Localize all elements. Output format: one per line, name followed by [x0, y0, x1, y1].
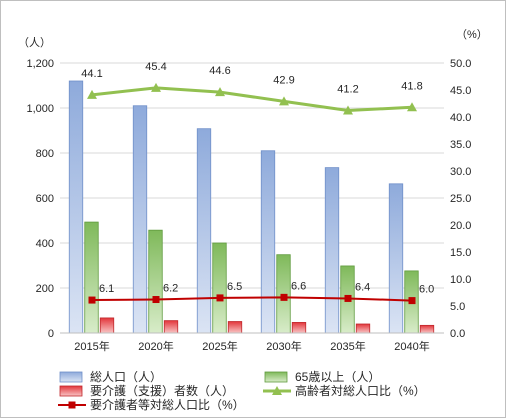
- right-tick-label: 5.0: [450, 301, 465, 313]
- legend-swatch: [59, 385, 83, 397]
- legend-marker: [68, 401, 76, 409]
- point-marker: [407, 102, 417, 112]
- point-marker: [88, 296, 96, 304]
- right-tick-label: 25.0: [450, 193, 471, 205]
- x-tick-label: 2020年: [138, 339, 173, 353]
- legend-swatch: [59, 371, 83, 383]
- point-marker: [280, 293, 288, 301]
- bar: [163, 320, 179, 334]
- right-tick-label: 50.0: [450, 58, 471, 70]
- data-label: 45.4: [145, 61, 166, 73]
- data-label: 6.5: [227, 281, 242, 293]
- bar: [276, 254, 291, 334]
- series-line: [91, 296, 413, 302]
- left-axis-unit: （人）: [18, 36, 51, 49]
- right-tick-label: 10.0: [450, 274, 471, 286]
- right-tick-label: 20.0: [450, 220, 471, 232]
- series-line: [91, 86, 413, 113]
- point-marker: [152, 296, 160, 304]
- gridlines: [60, 62, 444, 289]
- right-tick-label: 45.0: [450, 85, 471, 97]
- point-marker: [408, 297, 416, 305]
- data-label: 6.6: [291, 280, 306, 292]
- bar: [68, 80, 84, 334]
- legend: 総人口（人） 65歳以上（人） 要介護（支援）者数（人） 高齢者対総人口比（%） 要介護…: [58, 370, 426, 412]
- bar: [227, 321, 243, 334]
- point-marker: [151, 82, 161, 92]
- bar: [99, 317, 115, 334]
- legend-label: 要介護（支援）者数（人）: [90, 383, 234, 398]
- lines: [87, 82, 417, 305]
- data-label: 42.9: [273, 74, 294, 86]
- point-marker: [216, 294, 224, 302]
- bar: [291, 322, 307, 334]
- bar: [388, 183, 404, 334]
- data-label: 6.1: [99, 283, 114, 295]
- data-label: 44.6: [209, 65, 230, 77]
- legend-label: 65歳以上（人）: [295, 370, 380, 384]
- point-marker: [215, 87, 225, 97]
- data-label: 6.4: [355, 281, 370, 293]
- right-tick-label: 15.0: [450, 247, 471, 259]
- left-tick-label: 600: [36, 193, 54, 205]
- point-marker: [87, 89, 97, 99]
- data-label: 41.2: [337, 84, 358, 96]
- bar: [148, 229, 163, 334]
- x-tick-label: 2030年: [266, 339, 301, 353]
- left-tick-label: 1,200: [26, 58, 54, 70]
- x-tick-label: 2035年: [330, 339, 365, 353]
- legend-label: 総人口（人）: [90, 370, 162, 384]
- data-label: 6.2: [163, 283, 178, 295]
- x-tick-label: 2015年: [74, 339, 109, 353]
- legend-marker: [272, 386, 282, 395]
- right-tick-label: 30.0: [450, 166, 471, 178]
- left-tick-label: 800: [36, 148, 54, 160]
- bar: [196, 128, 212, 334]
- bars: [68, 80, 435, 334]
- data-label: 6.0: [419, 284, 434, 296]
- legend-label: 高齢者対総人口比（%）: [295, 383, 426, 398]
- right-tick-label: 35.0: [450, 139, 471, 151]
- legend-label: 要介護者等対総人口比（%）: [90, 397, 245, 412]
- axes: 0 200 400 600 800 1,000 1,200 0.0 5.0 10.0 15.0 20.…: [18, 28, 488, 353]
- bar: [419, 324, 435, 334]
- left-tick-label: 400: [36, 238, 54, 250]
- right-tick-label: 0.0: [450, 328, 465, 340]
- right-tick-label: 40.0: [450, 112, 471, 124]
- point-marker: [344, 294, 352, 302]
- bar: [84, 221, 99, 334]
- legend-swatch: [264, 371, 288, 383]
- point-marker: [343, 105, 353, 115]
- bar: [324, 167, 340, 334]
- right-axis-unit: （%）: [456, 28, 488, 41]
- data-label: 44.1: [81, 68, 102, 80]
- point-marker: [279, 96, 289, 106]
- left-tick-label: 1,000: [26, 103, 54, 115]
- x-tick-label: 2040年: [394, 339, 429, 353]
- data-label: 41.8: [401, 80, 422, 92]
- bar: [260, 150, 276, 334]
- bar: [355, 323, 371, 334]
- left-tick-label: 200: [36, 283, 54, 295]
- data-labels: 44.1 45.4 44.6 42.9 41.2 41.8 6.1 6.2 6.5 6.6 6.4 6…: [81, 61, 434, 296]
- bar: [212, 242, 227, 334]
- x-tick-label: 2025年: [202, 339, 237, 353]
- left-tick-label: 0: [48, 328, 54, 340]
